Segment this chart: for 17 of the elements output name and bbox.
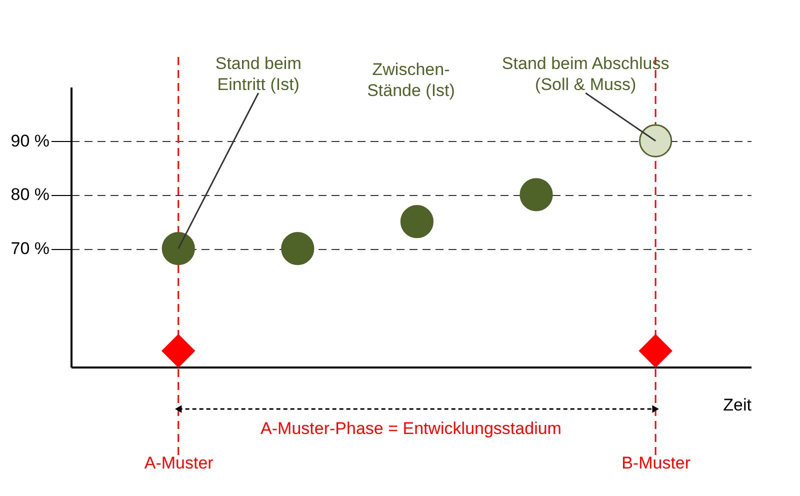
x-axis-title: Zeit xyxy=(723,396,752,414)
point xyxy=(162,232,195,266)
y-tick-label: 90 % xyxy=(10,131,50,150)
point xyxy=(162,334,195,368)
point xyxy=(520,178,553,212)
y-tick-label: 70 % xyxy=(10,239,50,258)
y-tick-label: 80 % xyxy=(10,185,50,204)
annotation: Stand beim Eintritt (Ist) xyxy=(215,54,302,94)
text: A-Muster-Phase = Entwicklungsstadium xyxy=(260,419,562,438)
x-tick-label: A-Muster xyxy=(144,454,214,472)
annotation: Zwischen- Stände (Ist) xyxy=(367,60,455,100)
point xyxy=(639,334,672,368)
point xyxy=(281,232,314,266)
point xyxy=(400,205,434,238)
x-tick-label: B-Muster xyxy=(622,454,691,472)
point xyxy=(639,124,672,158)
annotation: Stand beim Abschluss (Soll & Muss) xyxy=(502,54,670,94)
